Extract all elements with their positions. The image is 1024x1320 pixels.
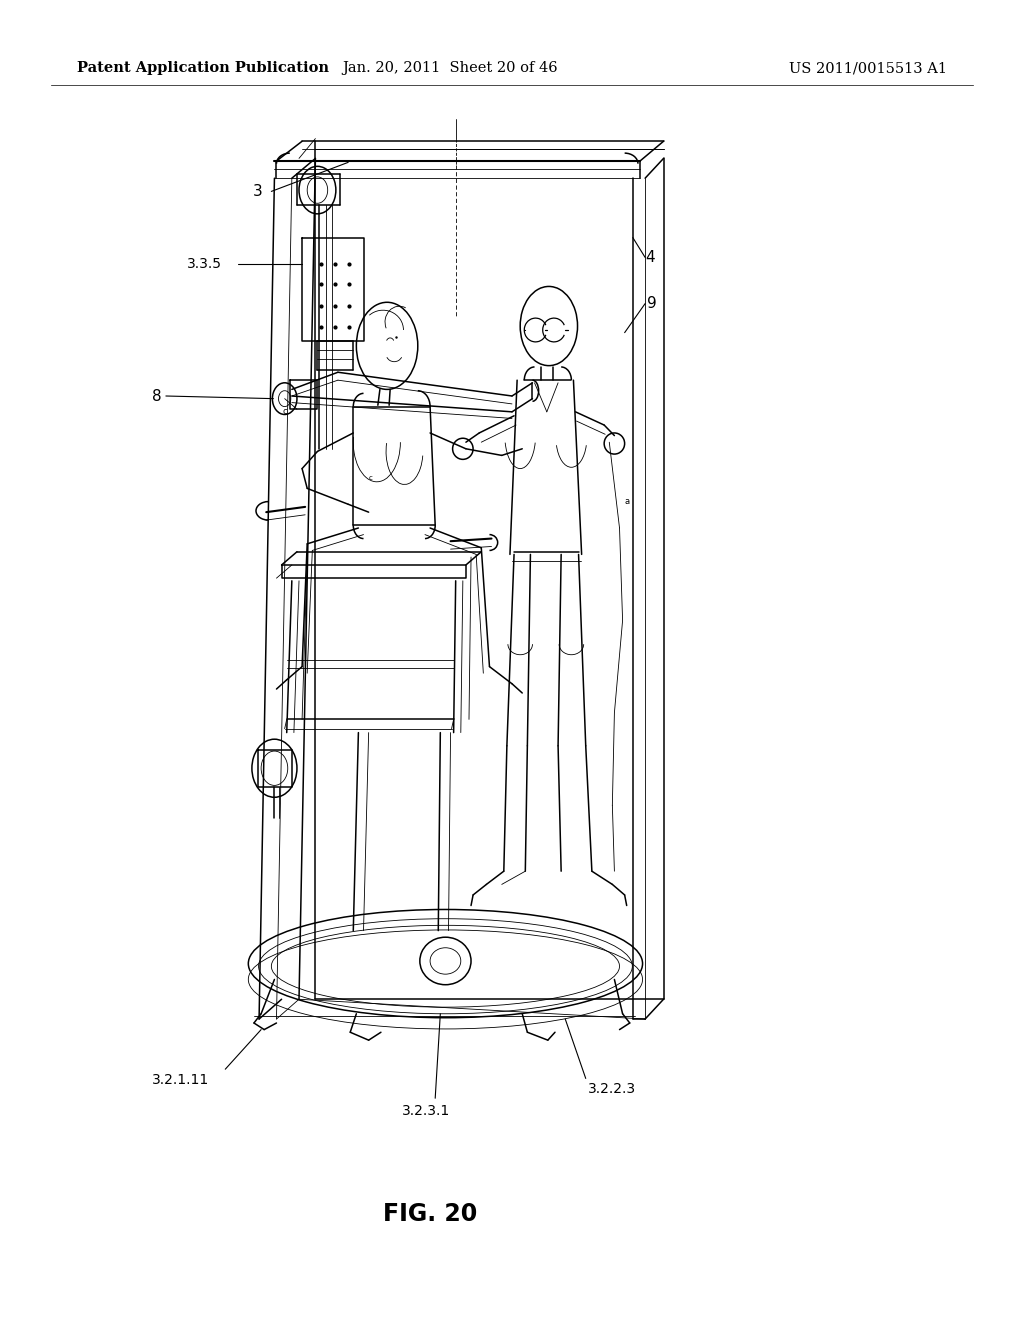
Text: 8: 8	[152, 388, 161, 404]
Text: 3: 3	[253, 183, 263, 199]
Text: 9: 9	[647, 296, 657, 312]
Text: c: c	[369, 475, 373, 480]
Text: Patent Application Publication: Patent Application Publication	[77, 61, 329, 75]
Text: Jan. 20, 2011  Sheet 20 of 46: Jan. 20, 2011 Sheet 20 of 46	[343, 61, 558, 75]
Text: 4: 4	[645, 249, 654, 265]
Text: 3.2.3.1: 3.2.3.1	[402, 1105, 451, 1118]
Text: FIG. 20: FIG. 20	[383, 1203, 477, 1226]
Text: US 2011/0015513 A1: US 2011/0015513 A1	[790, 61, 947, 75]
Text: 3.2.2.3: 3.2.2.3	[588, 1082, 636, 1096]
Text: a: a	[624, 498, 630, 506]
Text: 3.2.1.11: 3.2.1.11	[152, 1073, 209, 1086]
Text: c: c	[283, 408, 287, 416]
Text: 3.3.5: 3.3.5	[187, 257, 222, 271]
